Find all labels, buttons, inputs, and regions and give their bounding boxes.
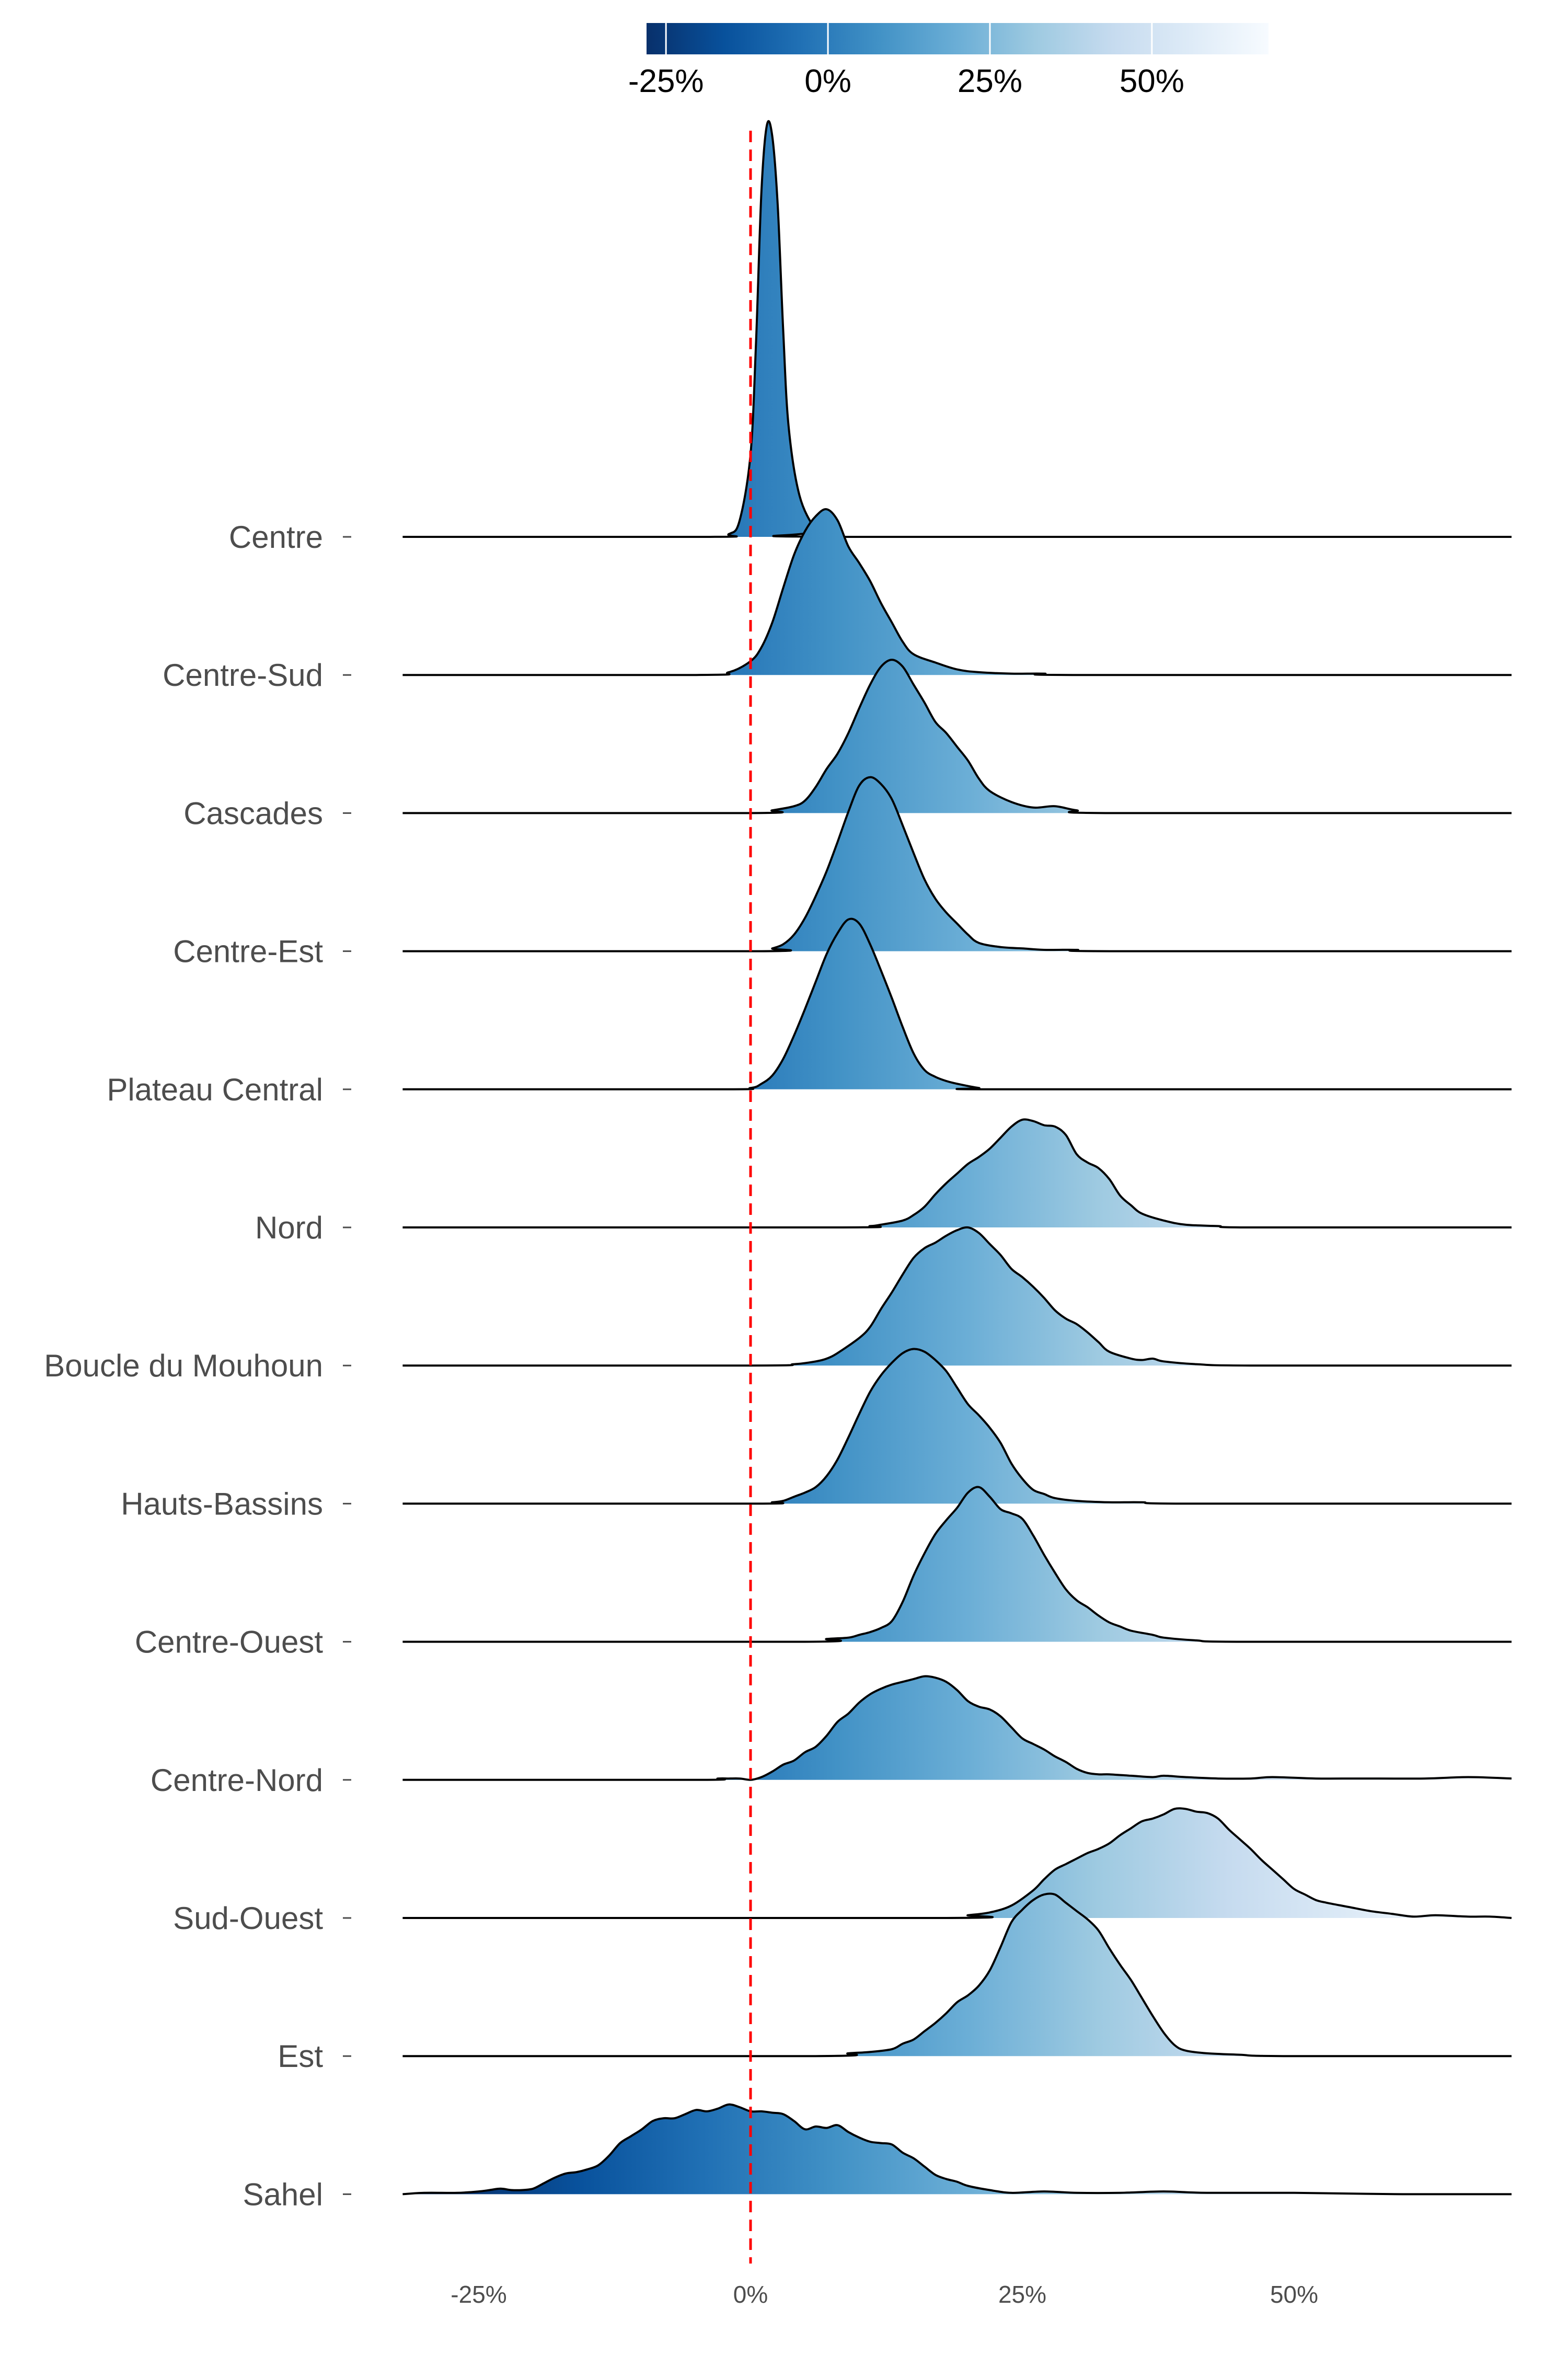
ridges-group xyxy=(402,120,1512,2196)
ridge-plateau-central xyxy=(402,917,1512,1090)
ridge-outline xyxy=(402,508,1512,676)
ridge-area xyxy=(402,1676,1512,1780)
category-axis: Centre Centre-Sud Cascades Centre-Est Platea… xyxy=(44,520,351,2212)
ridge-outline xyxy=(402,1486,1512,1643)
x-tick-label: -25% xyxy=(451,2281,506,2308)
ridge-est xyxy=(402,1892,1512,2058)
ridge-area xyxy=(402,660,1512,813)
ridge-area xyxy=(402,509,1512,675)
ridge-outline xyxy=(402,120,1512,538)
category-label: Centre-Nord xyxy=(151,1763,323,1798)
ridge-area xyxy=(402,2104,1512,2195)
colorbar-tick-label: 0% xyxy=(804,63,851,99)
ridge-sahel xyxy=(402,2103,1512,2196)
ridge-nord xyxy=(402,1118,1512,1229)
colorbar-tick-label: -25% xyxy=(628,63,704,99)
category-label: Hauts-Bassins xyxy=(121,1486,323,1521)
x-tick-label: 25% xyxy=(998,2281,1046,2308)
ridge-centre-ouest xyxy=(402,1486,1512,1643)
ridge-outline xyxy=(402,1348,1512,1505)
category-label: Centre xyxy=(229,520,323,555)
category-label: Nord xyxy=(255,1210,323,1245)
colorbar-tick-label: 50% xyxy=(1120,63,1184,99)
ridge-centre xyxy=(402,120,1512,538)
ridge-hauts-bassins xyxy=(402,1348,1512,1505)
x-axis: -25% 0% 25% 50% xyxy=(451,2281,1318,2308)
ridge-area xyxy=(402,121,1512,537)
colorbar xyxy=(647,23,1269,54)
ridge-sud-ouest xyxy=(402,1807,1512,1920)
ridge-centre-sud xyxy=(402,508,1512,676)
ridge-outline xyxy=(402,2103,1512,2196)
ridge-area xyxy=(402,1893,1512,2057)
ridge-outline xyxy=(402,1892,1512,2058)
ridge-outline xyxy=(402,1226,1512,1367)
ridge-outline xyxy=(402,776,1512,952)
category-label: Est xyxy=(278,2039,323,2074)
category-label: Boucle du Mouhoun xyxy=(44,1348,323,1383)
ridge-area xyxy=(402,1487,1512,1642)
x-tick-label: 50% xyxy=(1270,2281,1318,2308)
category-label: Sud-Ouest xyxy=(173,1901,323,1936)
ridge-centre-nord xyxy=(402,1675,1512,1781)
ridge-outline xyxy=(402,1807,1512,1920)
category-label: Centre-Sud xyxy=(163,658,323,693)
ridge-area xyxy=(402,1227,1512,1366)
category-label: Centre-Ouest xyxy=(135,1625,323,1660)
ridge-outline xyxy=(402,1118,1512,1229)
ridge-area xyxy=(402,1808,1512,1918)
ridge-cascades xyxy=(402,659,1512,814)
ridge-outline xyxy=(402,659,1512,814)
category-label: Sahel xyxy=(243,2177,323,2212)
ridge-area xyxy=(402,1119,1512,1227)
ridge-centre-est xyxy=(402,776,1512,952)
colorbar-tick-label: 25% xyxy=(958,63,1022,99)
ridge-outline xyxy=(402,917,1512,1090)
category-label: Centre-Est xyxy=(173,934,323,969)
category-label: Plateau Central xyxy=(107,1072,323,1107)
ridge-outline xyxy=(402,1675,1512,1781)
ridge-area xyxy=(402,1349,1512,1504)
x-tick-label: 0% xyxy=(733,2281,768,2308)
ridge-boucle-du-mouhoun xyxy=(402,1226,1512,1367)
color-legend: -25% 0% 25% 50% xyxy=(628,23,1269,99)
category-label: Cascades xyxy=(183,796,323,831)
